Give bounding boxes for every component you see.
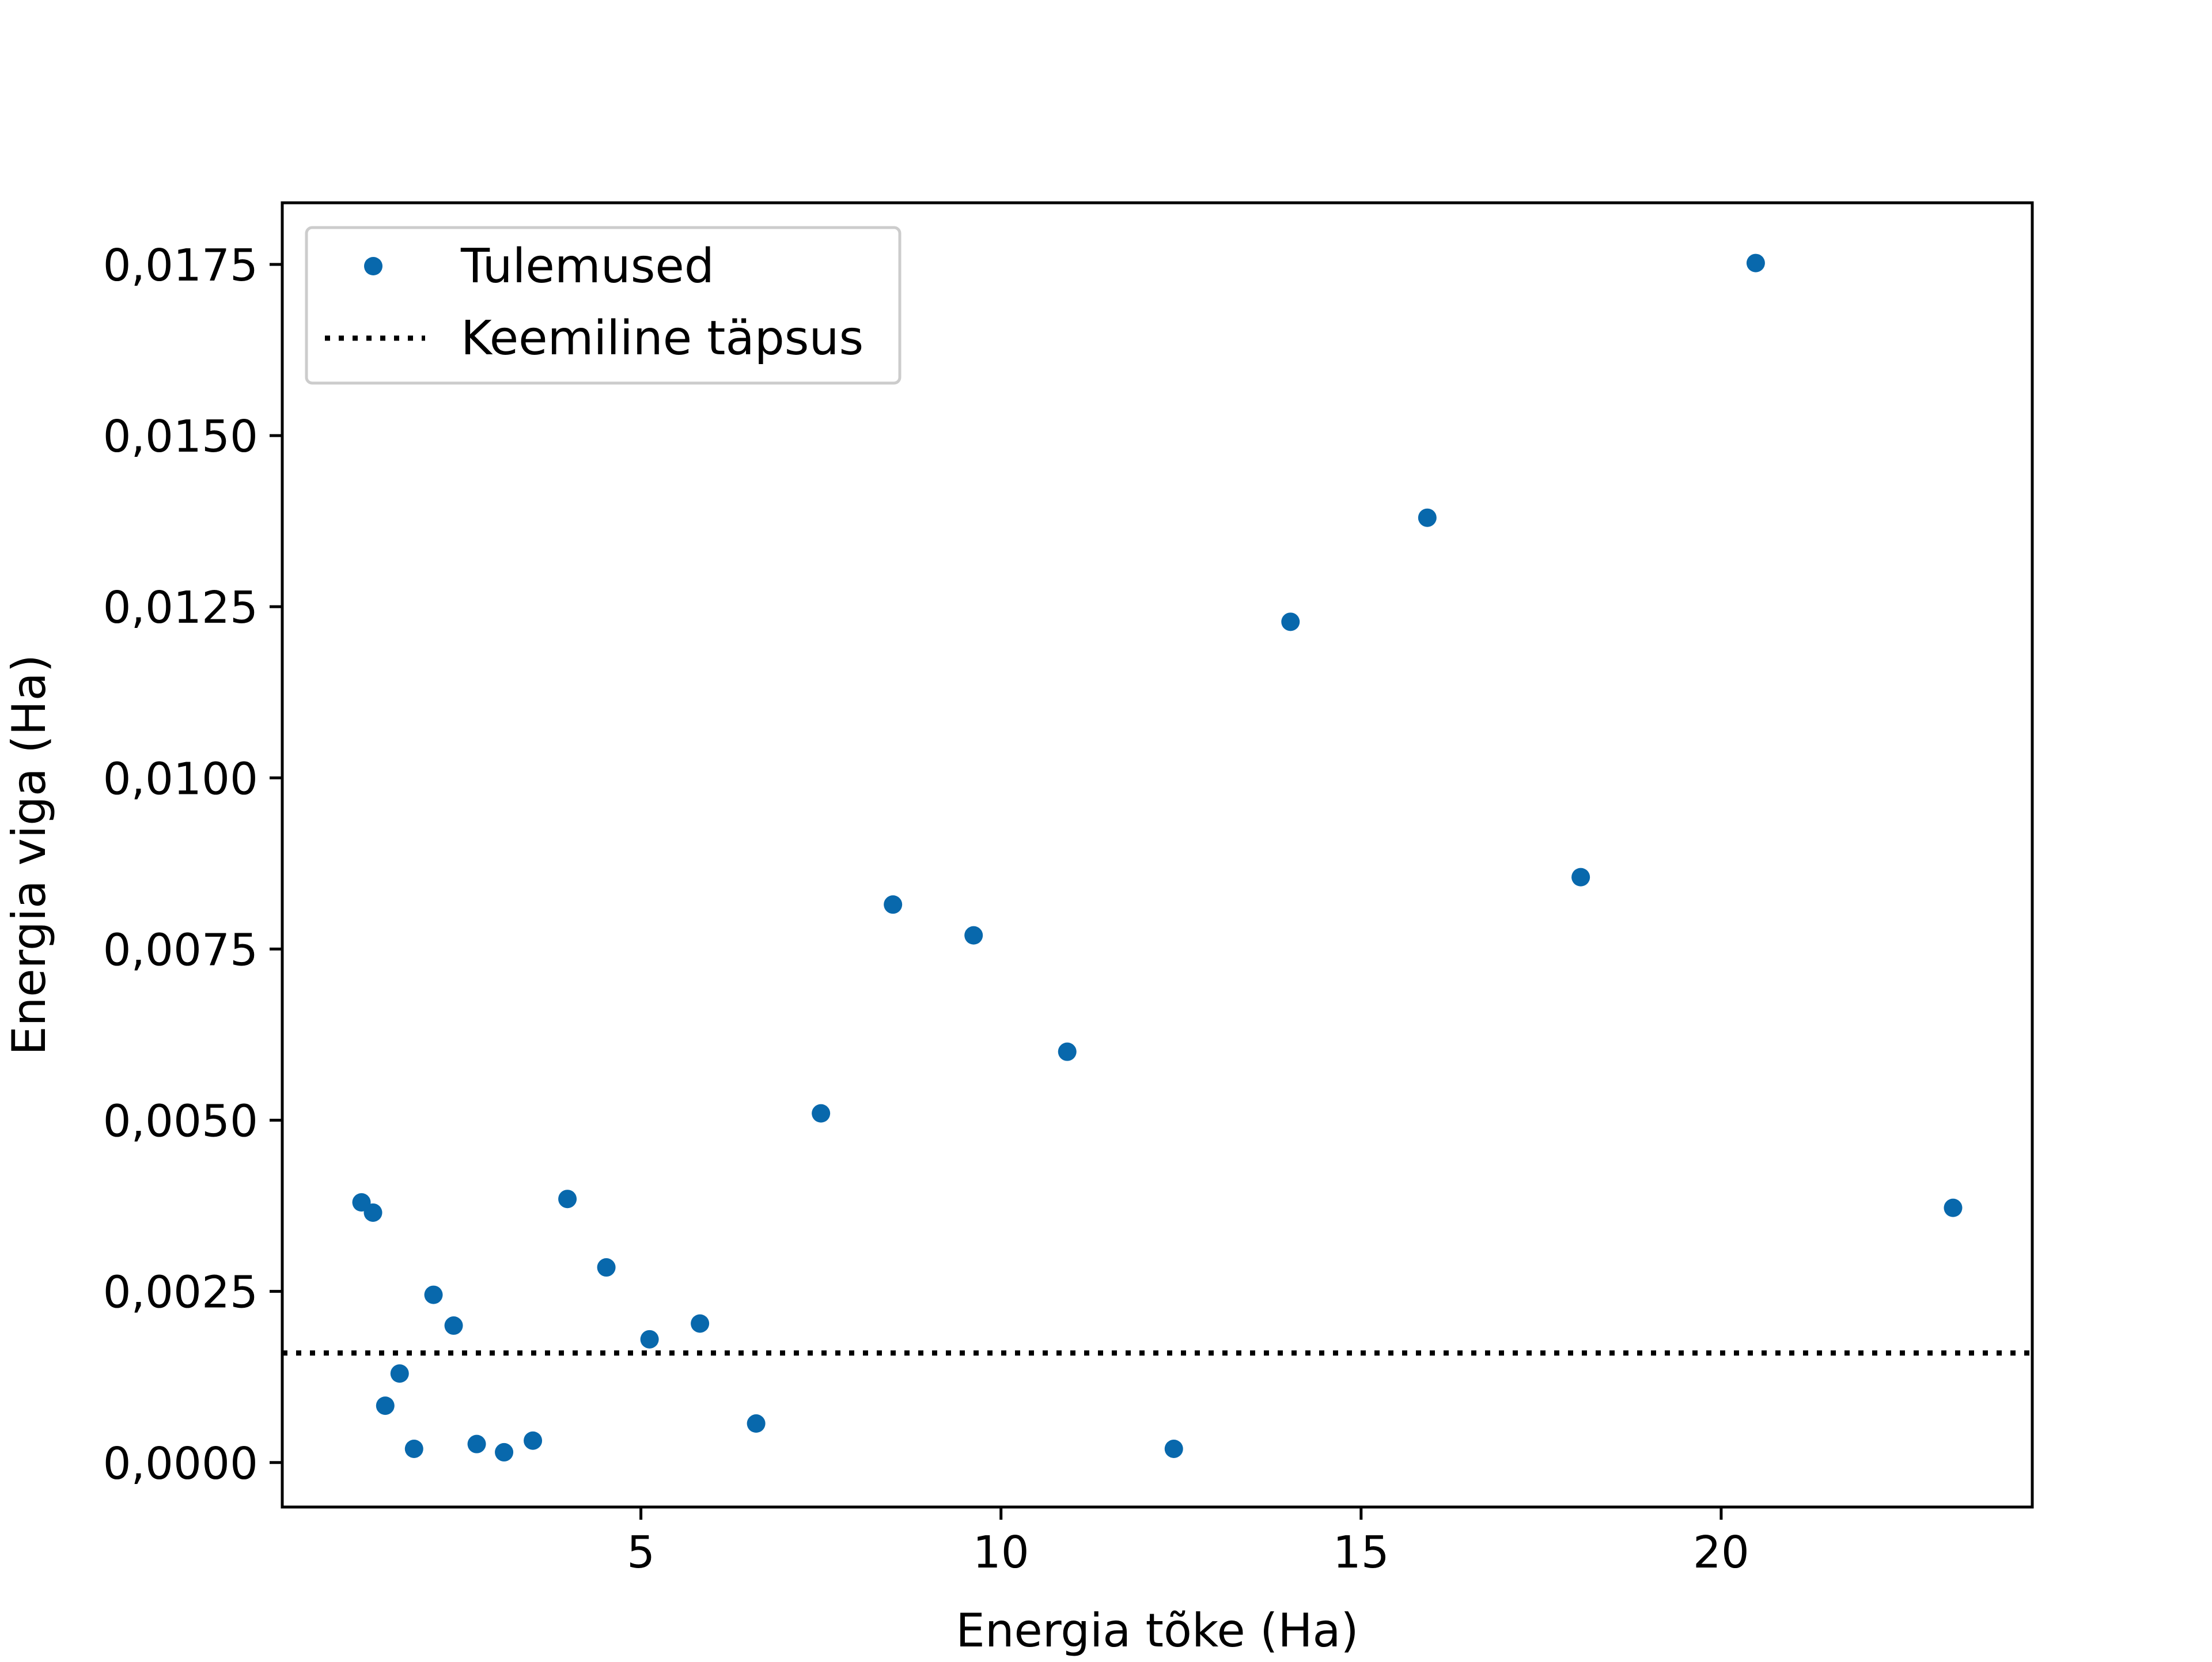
y-tick-label: 0,0150 (103, 411, 258, 463)
x-tick-label: 10 (973, 1527, 1029, 1578)
data-point-23 (1571, 868, 1590, 887)
y-tick-label: 0,0000 (103, 1438, 258, 1490)
x-tick-label: 20 (1693, 1527, 1749, 1578)
data-point-12 (597, 1258, 616, 1277)
plot-frame (281, 201, 2034, 1509)
data-point-17 (884, 895, 903, 914)
legend: Tulemused Keemiline täpsus (305, 226, 902, 385)
legend-marker-tulemused (364, 257, 382, 275)
data-point-22 (1418, 508, 1437, 527)
data-point-6 (424, 1285, 443, 1304)
legend-label-keemiline-tapsus: Keemiline täpsus (461, 311, 863, 366)
data-point-20 (1164, 1439, 1183, 1458)
data-point-3 (376, 1396, 395, 1415)
y-tick-label: 0,0025 (103, 1267, 258, 1319)
data-point-19 (1058, 1042, 1077, 1061)
data-point-10 (524, 1431, 543, 1450)
legend-label-tulemused: Tulemused (460, 239, 714, 294)
x-tick-label: 5 (627, 1527, 655, 1578)
data-point-13 (640, 1330, 659, 1349)
y-tick-label: 0,0075 (103, 925, 258, 976)
data-point-2 (363, 1203, 382, 1222)
y-axis-label: Energia viga (Ha) (2, 654, 56, 1055)
data-point-21 (1281, 612, 1300, 631)
data-point-11 (558, 1190, 577, 1209)
data-point-8 (467, 1434, 486, 1453)
data-point-18 (964, 926, 983, 945)
data-point-25 (1944, 1198, 1963, 1217)
x-tick-label: 15 (1333, 1527, 1389, 1578)
x-axis-label: Energia tõke (Ha) (956, 1604, 1358, 1657)
y-tick-label: 0,0050 (103, 1096, 258, 1148)
data-point-9 (495, 1443, 514, 1462)
data-point-7 (444, 1316, 463, 1335)
y-tick-label: 0,0125 (103, 582, 258, 634)
data-point-14 (691, 1314, 710, 1333)
y-tick-label: 0,0100 (103, 754, 258, 805)
data-point-5 (404, 1439, 423, 1458)
data-point-15 (747, 1414, 766, 1433)
data-point-16 (812, 1104, 831, 1123)
data-point-24 (1746, 253, 1765, 272)
data-point-4 (390, 1364, 409, 1383)
legend-box (305, 226, 902, 385)
marks-layer (282, 253, 2032, 1462)
y-tick-label: 0,0175 (103, 240, 258, 291)
ticks-layer: 5 10 15 20 0,0000 0,0025 0,0050 0,0075 0,0100 0,0… (103, 240, 1749, 1578)
